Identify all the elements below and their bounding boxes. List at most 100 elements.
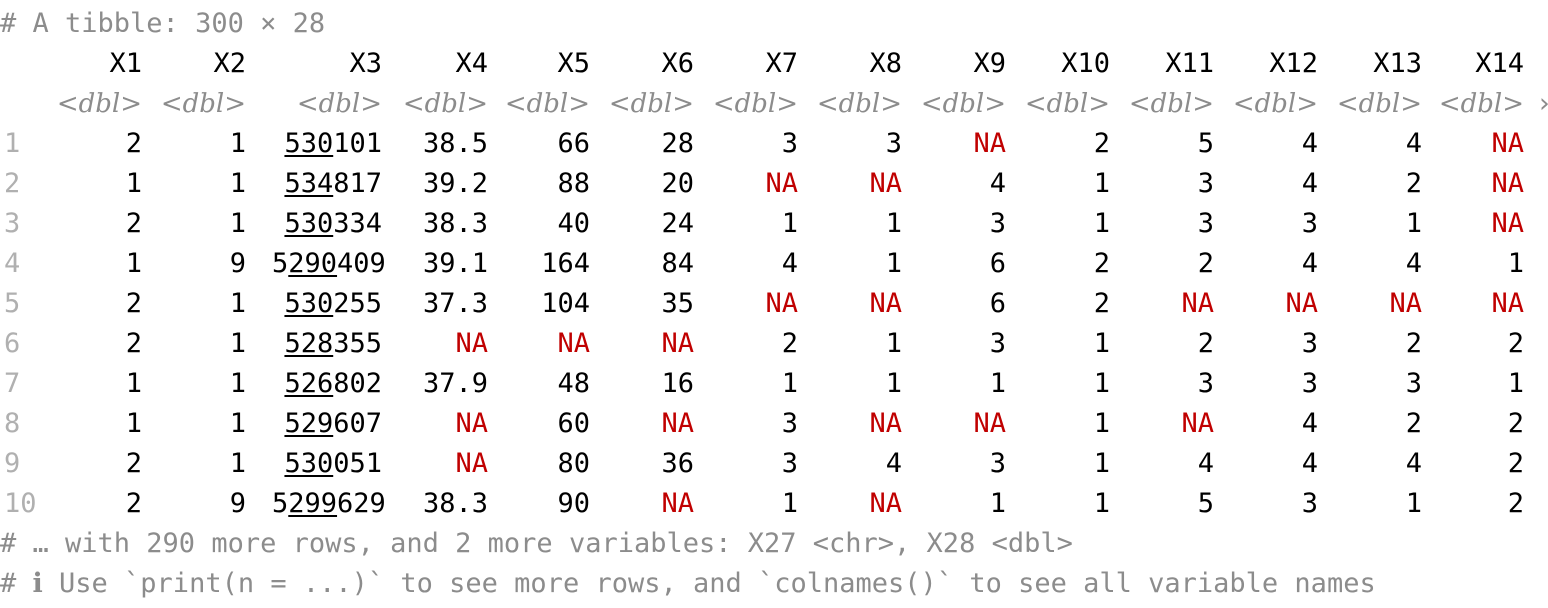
column-type: <dbl> [816, 89, 902, 119]
table-cell: 39.1 [422, 248, 488, 279]
cell-suffix: 051 [333, 448, 382, 479]
table-cell: 39.2 [422, 168, 488, 199]
table-cell: 9 [229, 488, 246, 519]
table-cell: 3 [1301, 368, 1318, 399]
column-name: X13 [1373, 48, 1422, 79]
table-cell: NA [1491, 288, 1524, 319]
table-cell: 1 [781, 368, 798, 399]
table-cell: 526802 [272, 364, 382, 404]
cell-suffix: 607 [333, 408, 382, 439]
table-cell: 4 [885, 448, 902, 479]
cell-suffix: 629 [337, 488, 386, 519]
footer-hint: # ℹ Use `print(n = ...)` to see more row… [0, 568, 1376, 599]
column-type: <dbl> [160, 89, 246, 119]
column-name: X5 [557, 48, 590, 79]
table-cell: 1 [1093, 368, 1110, 399]
column-type: <dbl> [402, 89, 488, 119]
table-cell: NA [557, 328, 590, 359]
table-cell: 1 [1093, 208, 1110, 239]
table-cell: 1 [125, 168, 142, 199]
table-cell: 1 [781, 208, 798, 239]
table-cell: 5 [1197, 128, 1214, 159]
cell-underlined-digits: 530 [284, 288, 334, 319]
row-number: 5 [4, 288, 21, 319]
column-type: <dbl> [56, 89, 142, 119]
table-cell: 3 [989, 208, 1006, 239]
cell-suffix: 101 [333, 128, 382, 159]
table-cell: 1 [1507, 368, 1524, 399]
table-cell: 4 [1405, 128, 1422, 159]
column-name: X3 [349, 48, 382, 79]
table-cell: 1 [1093, 448, 1110, 479]
table-cell: 2 [781, 328, 798, 359]
table-cell: 1 [229, 408, 246, 439]
table-cell: 37.9 [422, 368, 488, 399]
table-cell: 1 [125, 248, 142, 279]
table-cell: NA [1491, 208, 1524, 239]
table-cell: 88 [557, 168, 590, 199]
table-cell: 38.5 [422, 128, 488, 159]
table-cell: 2 [125, 128, 142, 159]
table-cell: 60 [557, 408, 590, 439]
table-cell: 4 [1301, 448, 1318, 479]
row-number: 8 [4, 408, 21, 439]
table-cell: 3 [885, 128, 902, 159]
table-cell: 1 [989, 368, 1006, 399]
table-cell: 4 [1301, 408, 1318, 439]
row-number: 9 [4, 448, 21, 479]
table-cell: 2 [125, 288, 142, 319]
table-cell: 2 [1405, 328, 1422, 359]
table-row: 10 2 9 5299629 38.3 90 NA 1 NA 1 1 5 3 1 2 [0, 484, 1548, 524]
cell-suffix: 817 [333, 168, 382, 199]
table-cell: 1 [229, 328, 246, 359]
table-row: 5 2 1 530255 37.3 104 35 NA NA 6 2 NA NA NA NA [0, 284, 1548, 324]
column-name: X10 [1061, 48, 1110, 79]
table-row: 4 1 9 5290409 39.1 164 84 4 1 6 2 2 4 4 1 [0, 244, 1548, 284]
table-cell: 35 [661, 288, 694, 319]
table-cell: 38.3 [422, 208, 488, 239]
table-cell: 104 [541, 288, 590, 319]
column-type: <dbl> [1336, 89, 1422, 119]
column-type: <dbl> [1438, 89, 1524, 119]
cell-suffix: 409 [337, 248, 386, 279]
table-cell: 5299629 [272, 484, 386, 524]
table-cell: 3 [781, 448, 798, 479]
table-cell: 80 [557, 448, 590, 479]
table-cell: 2 [125, 328, 142, 359]
table-cell: 36 [661, 448, 694, 479]
tibble-header: # A tibble: 300 × 28 [0, 8, 326, 39]
table-cell: 3 [1197, 208, 1214, 239]
cell-underlined-digits: 290 [288, 248, 338, 279]
column-type: <dbl> [1128, 89, 1214, 119]
table-cell: NA [973, 408, 1006, 439]
column-names-row: X1 X2 X3 X4 X5 X6 X7 X8 X9 X10 X11 X12 X13 X14 [0, 44, 1548, 84]
table-cell: 6 [989, 248, 1006, 279]
table-cell: NA [455, 408, 488, 439]
table-row: 2 1 1 534817 39.2 88 20 NA NA 4 1 3 4 2 NA [0, 164, 1548, 204]
table-cell: NA [1285, 288, 1318, 319]
table-cell: NA [765, 288, 798, 319]
column-type: <dbl> [920, 89, 1006, 119]
row-number: 6 [4, 328, 21, 359]
table-cell: 1 [1093, 328, 1110, 359]
table-cell: 2 [125, 488, 142, 519]
table-cell: 3 [989, 448, 1006, 479]
table-cell: NA [869, 488, 902, 519]
table-cell: 90 [557, 488, 590, 519]
table-cell: NA [1181, 408, 1214, 439]
table-cell: 4 [1301, 168, 1318, 199]
column-name: X4 [455, 48, 488, 79]
table-cell: 530051 [272, 444, 382, 484]
table-cell: 2 [1405, 408, 1422, 439]
table-cell: 2 [1093, 128, 1110, 159]
table-row: 3 2 1 530334 38.3 40 24 1 1 3 1 3 3 1 NA [0, 204, 1548, 244]
table-cell: 5290409 [272, 244, 386, 284]
column-name: X14 [1475, 48, 1524, 79]
table-cell: 3 [989, 328, 1006, 359]
column-name: X12 [1269, 48, 1318, 79]
column-types-row: <dbl> <dbl> <dbl> <dbl> <dbl> <dbl> <dbl> <dbl>… [0, 84, 1548, 124]
cell-suffix: 355 [333, 328, 382, 359]
more-columns-marker: › [1536, 84, 1548, 124]
table-cell: 534817 [272, 164, 382, 204]
table-cell: NA [1491, 128, 1524, 159]
